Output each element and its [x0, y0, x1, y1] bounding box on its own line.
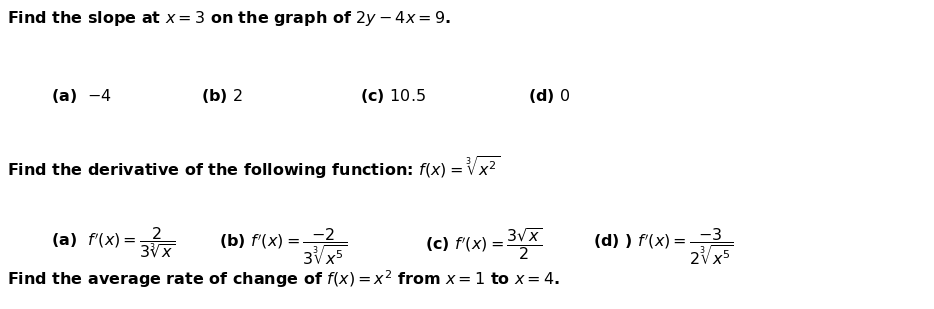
Text: (a)  $-4$: (a) $-4$: [51, 87, 112, 104]
Text: Find the derivative of the following function: $f(x) = \sqrt[3]{x^2}$: Find the derivative of the following fun…: [7, 154, 501, 181]
Text: Find the slope at $x = 3$ on the graph of $2y - 4x = 9$.: Find the slope at $x = 3$ on the graph o…: [7, 9, 451, 28]
Text: (b) $f'(x) = \dfrac{-2}{3\sqrt[3]{x^5}}$: (b) $f'(x) = \dfrac{-2}{3\sqrt[3]{x^5}}$: [219, 226, 347, 267]
Text: (d) $0$: (d) $0$: [528, 87, 571, 104]
Text: (b) $2$: (b) $2$: [201, 87, 243, 104]
Text: (c) $f'(x) = \dfrac{3\sqrt{x}}{2}$: (c) $f'(x) = \dfrac{3\sqrt{x}}{2}$: [425, 226, 543, 261]
Text: (c) $10.5$: (c) $10.5$: [360, 87, 426, 104]
Text: (d) ) $f'(x) = \dfrac{-3}{2\sqrt[3]{x^5}}$: (d) ) $f'(x) = \dfrac{-3}{2\sqrt[3]{x^5}…: [593, 226, 734, 267]
Text: (a)  $f'(x) = \dfrac{2}{3\sqrt[3]{x}}$: (a) $f'(x) = \dfrac{2}{3\sqrt[3]{x}}$: [51, 226, 176, 260]
Text: Find the average rate of change of $f(x) = x^2$ from $x = 1$ to $x = 4$.: Find the average rate of change of $f(x)…: [7, 269, 560, 290]
